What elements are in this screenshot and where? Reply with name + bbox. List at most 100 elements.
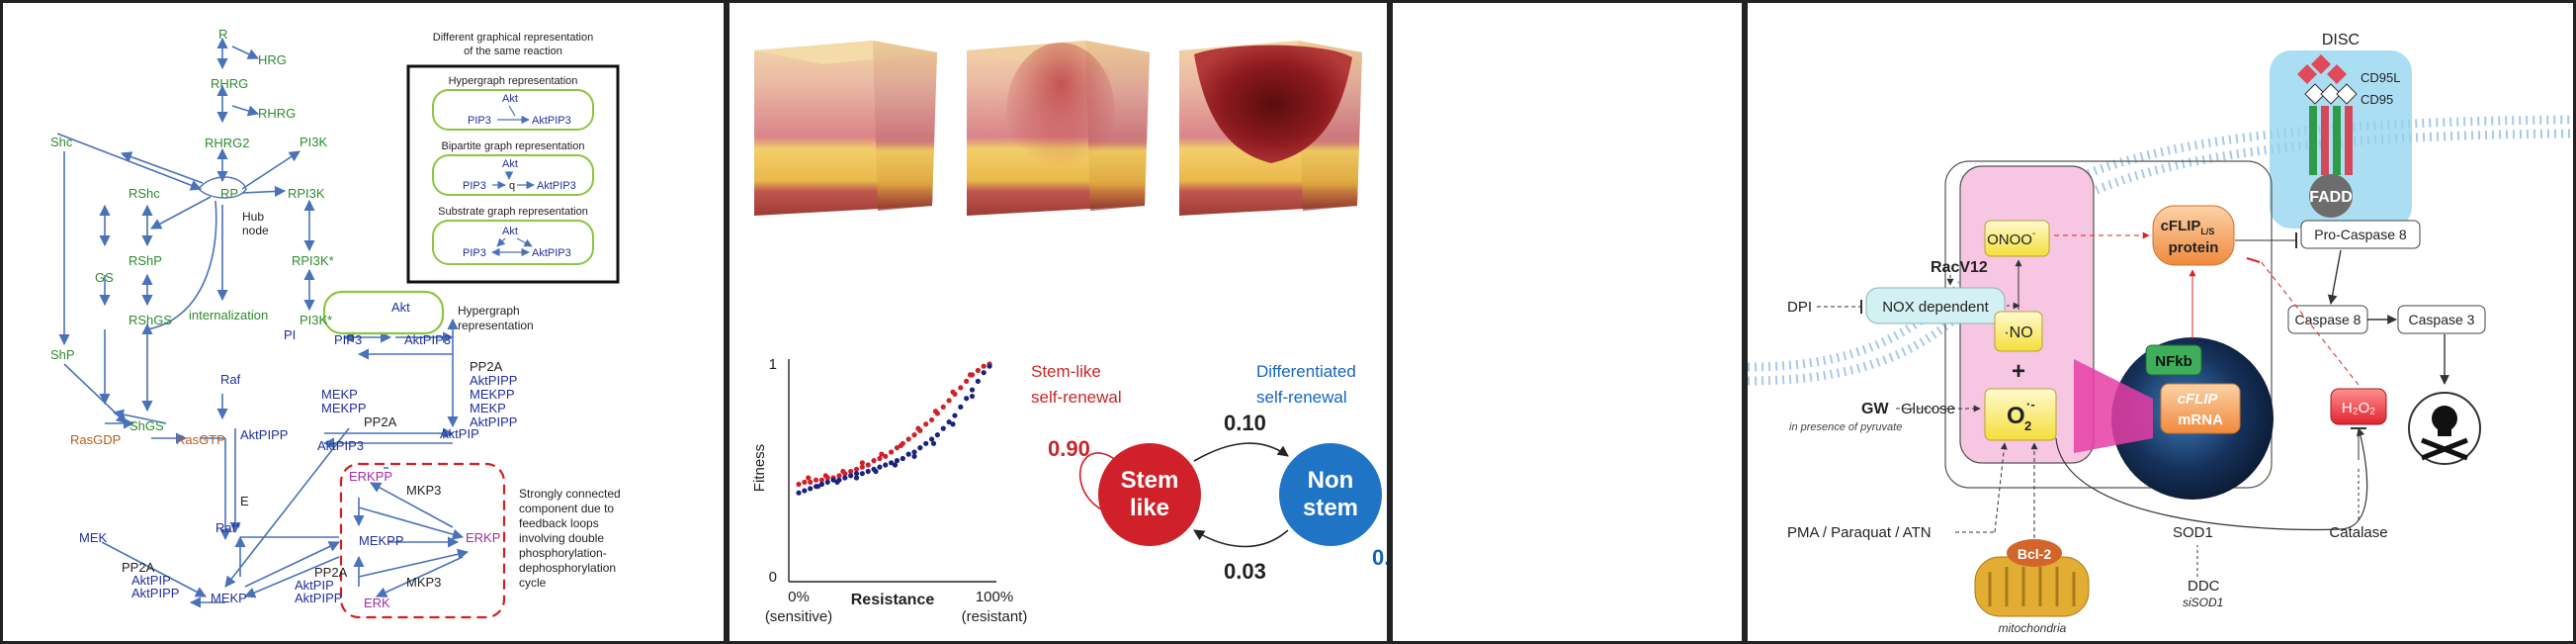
scatter-point-s1-37	[873, 468, 879, 475]
dpi-label: DPI	[1787, 299, 1812, 316]
scatter-point-s1-12	[865, 468, 871, 475]
non-stem-node	[1279, 443, 1382, 546]
node-GS: GS	[95, 270, 114, 285]
node-PIP3: PIP3	[334, 332, 362, 347]
node-AktPIP: AktPIP	[440, 426, 479, 441]
caspase3-label: Caspase 3	[2409, 312, 2475, 327]
node-RHRG: RHRG	[211, 76, 248, 91]
bcl2-label: Bcl-2	[2018, 546, 2051, 562]
sod1-label: SOD1	[2173, 524, 2213, 541]
node-AktPIP-m: AktPIP	[295, 578, 334, 593]
scatter-point-s0-25	[940, 404, 946, 410]
network-edges	[56, 37, 470, 608]
procaspase8-box	[2300, 220, 2421, 249]
node-RHRG2: RHRG2	[205, 136, 250, 150]
scatter-point-s0-2	[808, 479, 814, 485]
scatter-point-s1-11	[859, 471, 865, 477]
superoxide-sup: ·-	[2026, 397, 2035, 412]
scatter-point-s0-41	[932, 409, 939, 414]
h2o2-label: H₂O₂	[2342, 400, 2375, 416]
scatter-point-s0-35	[822, 473, 828, 479]
fitness-panel: Fitness Resistance 1 0 0% (sensitive) 100…	[727, 0, 1390, 644]
node-AktPIP-l: AktPIP	[131, 573, 171, 588]
scatter-point-s0-40	[915, 425, 921, 431]
network-orange-labels: RasGDP RasGTP	[70, 432, 225, 447]
bipartite-aktpip3: AktPIP3	[537, 180, 576, 192]
scatter-point-s1-27	[952, 413, 958, 418]
scatter-point-s1-2	[808, 486, 814, 492]
scatter-point-s0-4	[818, 477, 824, 483]
scatter-point-s0-37	[859, 460, 865, 466]
scatter-point-s0-17	[894, 445, 901, 451]
scatter-point-s1-33	[987, 363, 992, 369]
bipartite-title: Bipartite graph representation	[442, 140, 585, 152]
cflip-mrna-label: cFLIP mRNA	[2178, 391, 2224, 428]
substrate-aktpip3: AktPIP3	[532, 247, 571, 259]
hyper-example-outline	[432, 89, 594, 131]
scatter-point-s1-39	[911, 453, 917, 459]
node-PI: PI	[284, 327, 296, 342]
bipartite-pip3: PIP3	[463, 180, 486, 192]
scatter-point-s1-6	[830, 477, 836, 483]
scatter-point-s0-31	[975, 367, 981, 374]
caspase3-box	[2397, 305, 2486, 334]
non-stem-label: Non stem	[1303, 467, 1358, 521]
p-stem-self: 0.90	[1048, 436, 1090, 461]
scatter-point-s0-11	[859, 464, 865, 470]
onoo-label: ONOO	[1987, 231, 2032, 248]
scatter-point-s0-36	[840, 468, 846, 475]
hyper-aktpip3: AktPIP3	[532, 115, 571, 127]
scatter-point-s0-26	[946, 398, 952, 404]
stem-self-renewal-title: Stem-like self-renewal	[1031, 362, 1122, 407]
scatter-point-s1-5	[824, 479, 830, 485]
scatter-point-s0-39	[898, 442, 903, 449]
wound-stage-3	[1179, 41, 1362, 216]
scatter-point-s0-43	[967, 372, 974, 378]
plus-sign: +	[2012, 358, 2025, 385]
node-MEKPP-list: MEKPP	[321, 401, 367, 415]
scatter-point-s0-29	[964, 378, 970, 384]
scatter-point-s0-23	[928, 416, 935, 423]
scatter-point-s0-0	[796, 481, 802, 488]
blank-panel	[1390, 0, 1745, 644]
hyper-pip3: PIP3	[468, 115, 491, 127]
node-ShGS: ShGS	[129, 418, 164, 433]
disc-label: DISC	[2322, 32, 2360, 48]
scc-note: Strongly connected component due to feedba…	[519, 487, 621, 590]
pathway-diagram: DISC CD95L CD95 FADD Pro-Caspase 8 Caspa…	[1748, 32, 2573, 635]
fadd-label: FADD	[2309, 189, 2353, 206]
node-Raf-star: Raf*	[215, 520, 240, 535]
superoxide-sub: 2	[2024, 418, 2031, 433]
x-axis-label: Resistance	[851, 592, 935, 608]
fitness-chart: Fitness Resistance 1 0 0% (sensitive) 100…	[751, 356, 1027, 625]
no-box	[1994, 311, 2043, 352]
p-non-self: 0.97	[1372, 545, 1390, 570]
cflip-mrna-box	[2160, 383, 2241, 434]
scatter-point-s1-23	[928, 436, 935, 442]
bipartite-q: q	[509, 180, 515, 192]
node-AktPIPP-l: AktPIPP	[131, 586, 179, 600]
scatter-point-s1-24	[934, 432, 940, 438]
hypergraph-outline	[322, 290, 445, 335]
cflip-protein-label: cFLIPL/S protein	[2161, 218, 2219, 256]
node-RasGDP: RasGDP	[70, 432, 121, 447]
superoxide-box	[1984, 388, 2057, 441]
scatter-point-s0-38	[879, 451, 885, 457]
scatter-point-s0-10	[853, 466, 860, 472]
node-AktPIPP-mid: AktPIPP	[295, 591, 342, 605]
node-PP2A-l: PP2A	[122, 560, 155, 575]
node-MKP3-bottom: MKP3	[406, 575, 441, 590]
node-RShGS: RShGS	[129, 313, 172, 327]
nfkb-label: NFkb	[2155, 353, 2192, 370]
scatter-point-s0-7	[836, 473, 842, 479]
gw-label: GW	[1861, 401, 1889, 417]
caspase8-label: Caspase 8	[2295, 312, 2361, 327]
scatter-point-s0-20	[911, 432, 917, 438]
racv12-label: RacV12	[1931, 259, 1988, 276]
scatter-point-s0-9	[848, 468, 854, 475]
scatter-point-s1-32	[981, 370, 987, 376]
bcl2-badge	[2007, 539, 2062, 567]
node-PI3K: PI3K	[300, 135, 328, 149]
node-HRG: HRG	[258, 52, 287, 67]
scatter-point-s1-42	[969, 393, 976, 400]
